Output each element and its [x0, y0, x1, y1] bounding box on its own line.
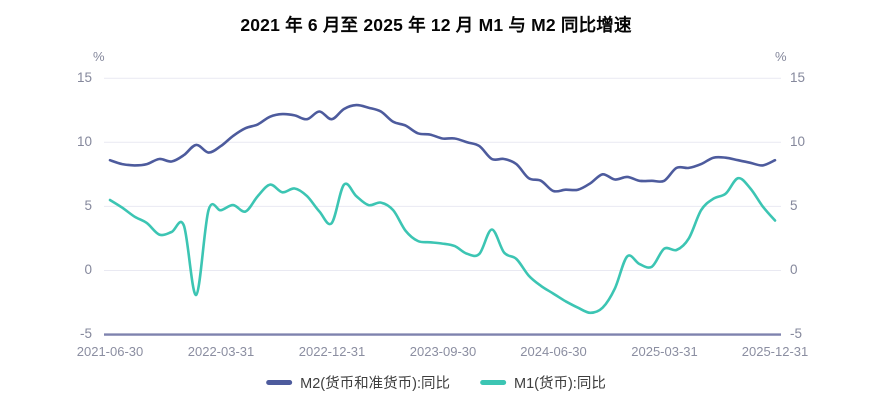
x-tick-label: 2022-03-31: [187, 344, 255, 359]
y-tick-label-left: 10: [76, 134, 92, 149]
x-tick-label: 2024-06-30: [520, 344, 587, 359]
y-tick-label-left: 0: [84, 262, 92, 277]
x-tick-label: 2025-12-31: [741, 344, 809, 359]
right-axis-unit: %: [775, 49, 787, 64]
m1-legend-marker: [479, 380, 506, 385]
m1-legend-label: M1(货币):同比: [513, 376, 606, 392]
y-tick-label-left: 5: [84, 198, 92, 213]
y-tick-label-right: 10: [790, 134, 806, 149]
x-tick-label: 2023-09-30: [409, 344, 477, 359]
x-tick-label: 2022-12-31: [298, 344, 366, 359]
y-tick-label-right: 15: [790, 70, 806, 85]
left-axis-unit: %: [93, 49, 105, 64]
y-tick-label-right: 5: [790, 198, 798, 213]
legend-item-m1[interactable]: M1(货币):同比: [479, 372, 606, 393]
m2-legend-label: M2(货币和准货币):同比: [300, 376, 450, 392]
x-tick-label: 2025-03-31: [631, 344, 698, 359]
chart-legend: M2(货币和准货币):同比 M1(货币):同比: [266, 372, 606, 393]
y-tick-label-right: 0: [790, 262, 798, 277]
m2-line: [108, 103, 777, 193]
y-tick-label-left: -5: [79, 326, 92, 341]
legend-item-m2[interactable]: M2(货币和准货币):同比: [266, 372, 450, 393]
chart-title: 2021 年 6 月至 2025 年 12 月 M1 与 M2 同比增速: [240, 15, 632, 35]
x-tick-label: 2021-06-30: [76, 344, 144, 359]
m1-line: [108, 176, 777, 315]
y-tick-label-left: 15: [76, 70, 92, 85]
m2-legend-marker: [266, 380, 293, 385]
y-tick-label-right: -5: [790, 326, 803, 341]
